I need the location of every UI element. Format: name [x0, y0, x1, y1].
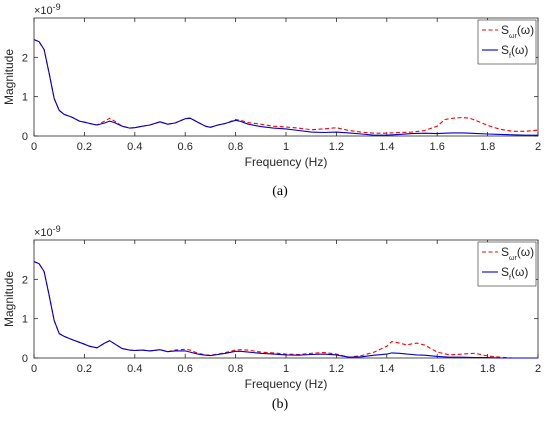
x-tick-label: 0.2: [77, 141, 92, 153]
axis-exponent-power: -9: [53, 224, 61, 234]
x-tick-label: 1.2: [329, 141, 344, 153]
x-tick-label: 1.8: [480, 141, 495, 153]
x-tick-label: 0: [31, 363, 37, 375]
chart-panel-a: 0 0.2 0.4 0.6 0.8 1 1.2 1.4 1.6 1.8 2 0 1 2 ×10-9 Frequ…: [2, 2, 541, 199]
axis-exponent: ×10-9: [34, 224, 61, 239]
legend-entry: Sf(ω): [501, 43, 528, 60]
x-tick-label: 2: [535, 141, 541, 153]
x-tick-label: 2: [535, 363, 541, 375]
y-tick-label: 2: [22, 52, 28, 64]
y-tick-label: 1: [22, 314, 28, 326]
panel-caption: (a): [272, 184, 288, 199]
legend-entry-tail: (ω): [511, 43, 528, 57]
x-tick-label: 0.4: [127, 363, 142, 375]
plot-area: [33, 239, 539, 359]
axis-exponent-power: -9: [53, 2, 61, 12]
x-tick-label: 1: [283, 141, 289, 153]
x-tick-label: 0.4: [127, 141, 142, 153]
legend-entry-subscript: ωr: [509, 255, 517, 262]
legend-entry-subscript: f: [509, 275, 511, 282]
legend-entry-subscript: f: [509, 53, 511, 60]
legend-box: [477, 19, 537, 65]
x-tick-label: 1.2: [329, 363, 344, 375]
legend-box: [477, 241, 537, 287]
legend-entry-tail: (ω): [517, 23, 534, 37]
plot-area: [33, 17, 539, 137]
series-line-f: [33, 39, 538, 136]
y-tick-label: 2: [22, 274, 28, 286]
y-axis-label: Magnitude: [2, 271, 16, 327]
legend-entry-tail: (ω): [517, 245, 534, 259]
x-tick-label: 1.4: [379, 363, 394, 375]
x-tick-label: 0.6: [178, 363, 193, 375]
x-tick-label: 1.6: [430, 363, 445, 375]
chart-panel-b: 0 0.2 0.4 0.6 0.8 1 1.2 1.4 1.6 1.8 2 0 1 2 ×10-9 Frequ…: [2, 224, 541, 412]
x-tick-label: 0.2: [77, 363, 92, 375]
x-tick-label: 0.6: [178, 141, 193, 153]
x-tick-label: 0: [31, 141, 37, 153]
axis-exponent: ×10-9: [34, 2, 61, 17]
y-tick-label: 0: [22, 131, 28, 143]
x-axis-label: Frequency (Hz): [245, 155, 328, 169]
x-tick-label: 1: [283, 363, 289, 375]
x-tick-label: 0.8: [228, 363, 243, 375]
legend-entry-subscript: ωr: [509, 33, 517, 40]
series-line-f: [33, 261, 538, 359]
x-axis-label: Frequency (Hz): [245, 377, 328, 391]
y-axis-label: Magnitude: [2, 49, 16, 105]
y-tick-label: 0: [22, 353, 28, 365]
legend-entry-tail: (ω): [511, 265, 528, 279]
series-line-omega-r: [33, 39, 539, 134]
x-tick-label: 1.4: [379, 141, 394, 153]
x-tick-label: 1.8: [480, 363, 495, 375]
y-tick-label: 1: [22, 92, 28, 104]
x-tick-label: 1.6: [430, 141, 445, 153]
series-line-omega-r: [33, 261, 538, 359]
panel-caption: (b): [272, 397, 289, 412]
legend-entry: Sf(ω): [501, 265, 528, 282]
x-tick-label: 0.8: [228, 141, 243, 153]
